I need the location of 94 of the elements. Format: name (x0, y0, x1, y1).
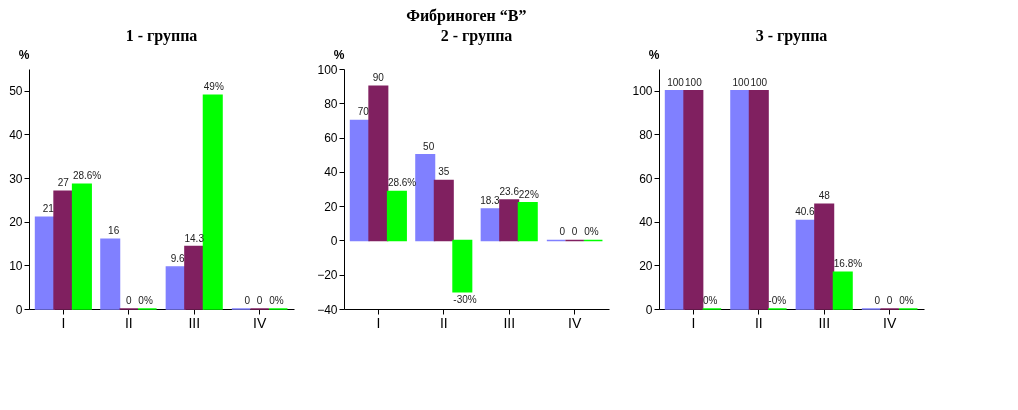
data-label: 27 (57, 177, 70, 189)
data-label: -30% (453, 293, 477, 305)
data-label: 0% (584, 226, 599, 238)
data-label: 0% (269, 295, 284, 306)
y-tick-label: 20 (324, 199, 338, 214)
data-label: 35 (438, 166, 450, 178)
data-label: 0 (886, 295, 893, 306)
data-label: 0 (874, 295, 881, 306)
bar (349, 119, 370, 242)
data-label: 40.6 (795, 206, 816, 218)
y-tick-label: 0 (645, 302, 653, 317)
y-tick-label: 20 (9, 215, 23, 230)
x-tick-label: I (376, 314, 381, 331)
data-label: 9.6 (170, 253, 186, 265)
data-label: 100 (750, 76, 768, 88)
bar (184, 245, 205, 310)
y-tick-label: 20 (639, 258, 653, 273)
x-tick-label: III (818, 314, 831, 331)
bar (202, 94, 223, 310)
data-label: 100 (685, 76, 703, 88)
y-tick-label: −40 (317, 302, 338, 317)
bar (433, 179, 454, 242)
data-label: 0 (559, 226, 566, 238)
chart-title: 2 - группа (440, 27, 513, 45)
data-label: 23.6 (499, 185, 520, 197)
bar (34, 216, 55, 310)
data-label: 0 (126, 295, 132, 306)
y-tick-label: 100 (632, 84, 653, 99)
bar (795, 219, 816, 310)
data-label: 0 (256, 295, 263, 306)
bar (814, 203, 835, 310)
y-tick-label: 60 (639, 171, 653, 186)
data-label: 28.6% (387, 177, 417, 189)
y-tick-label: 80 (639, 127, 653, 142)
bar (517, 201, 538, 242)
chart-title: 1 - группа (125, 27, 198, 45)
y-axis-title: % (648, 47, 660, 62)
data-label: 0% (138, 295, 153, 306)
data-label: 18.3 (480, 195, 501, 207)
bar (499, 199, 520, 242)
data-label: 16 (108, 225, 120, 237)
y-tick-label: 40 (639, 215, 653, 230)
data-label: 100 (732, 76, 750, 88)
data-label: 0% (899, 295, 914, 306)
bar (452, 239, 473, 293)
bar (664, 90, 685, 310)
bar (368, 85, 389, 242)
text: Фибриноген “B” (406, 7, 527, 25)
data-label: 0% (702, 295, 718, 306)
data-label: 49% (203, 81, 224, 93)
y-tick-label: 50 (9, 84, 23, 99)
x-tick-label: I (61, 314, 66, 331)
x-tick-label: IV (253, 314, 267, 331)
y-tick-label: 10 (9, 258, 23, 273)
bar (730, 90, 751, 310)
bar (748, 90, 769, 310)
y-tick-label: 80 (324, 96, 338, 111)
bar (71, 183, 92, 310)
bar (165, 266, 186, 310)
y-tick-label: 0 (15, 302, 23, 317)
data-label: 28.6% (72, 170, 102, 182)
y-tick-label: 40 (9, 127, 23, 142)
x-tick-label: IV (883, 314, 897, 331)
y-tick-label: 60 (324, 131, 338, 146)
data-label: 16.8% (833, 258, 863, 270)
data-label: 22% (518, 188, 539, 200)
y-tick-label: 30 (9, 171, 23, 186)
x-tick-label: II (124, 314, 133, 331)
bar (832, 271, 853, 310)
chart-title: 3 - группа (755, 27, 828, 45)
x-tick-label: III (188, 314, 201, 331)
x-tick-label: I (691, 314, 696, 331)
data-label: 50 (423, 140, 435, 152)
y-axis-title: % (333, 47, 345, 62)
bar (386, 190, 407, 242)
y-axis-title: % (18, 47, 30, 62)
x-tick-label: II (439, 314, 448, 331)
data-label: 0 (571, 226, 578, 238)
bar (683, 90, 704, 310)
bar (415, 153, 436, 242)
data-label: 48 (818, 190, 831, 202)
y-tick-label: 40 (324, 165, 338, 180)
data-label: 90 (372, 72, 385, 84)
data-label: 0 (244, 295, 251, 306)
x-tick-label: II (754, 314, 763, 331)
y-tick-label: 0 (330, 233, 338, 248)
x-tick-label: IV (568, 314, 582, 331)
y-tick-label: 100 (317, 62, 338, 77)
x-tick-label: III (503, 314, 516, 331)
data-label: 100 (667, 76, 685, 88)
y-tick-label: −20 (317, 268, 338, 283)
bar (480, 208, 501, 242)
bar (53, 190, 74, 310)
bar (100, 238, 121, 310)
